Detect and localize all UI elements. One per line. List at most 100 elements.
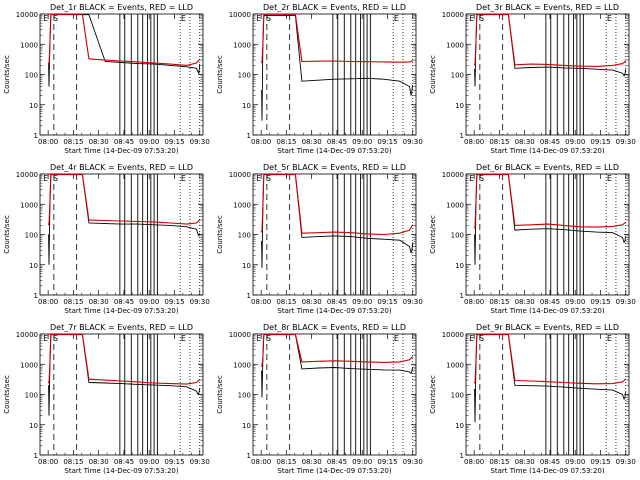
series-line-events [47,334,201,416]
series-line-events [260,174,414,268]
y-tick-label: 1 [247,132,251,140]
series-line-lld [260,334,414,368]
y-tick-label: 100 [451,72,464,80]
y-tick-label: 1 [34,452,38,460]
series-line-events [260,14,414,121]
x-tick-label: 09:30 [190,138,210,146]
x-tick-label: 09:15 [377,458,397,466]
y-tick-label: 1000 [446,201,464,209]
x-tick-label: 08:00 [251,298,271,306]
y-tick-label: 100 [238,72,251,80]
interval-marker: E [469,14,474,23]
plot-frame [252,173,417,296]
plot-frame [252,13,417,136]
detector-plot-4: Det_4r BLACK = Events, RED = LLD 1 10 100 10… [3,163,210,315]
x-tick-label: 08:45 [540,458,560,466]
x-tick-label: 09:00 [565,458,585,466]
x-tick-label: 09:15 [377,298,397,306]
x-tick-label: 08:00 [38,458,58,466]
x-tick-label: 08:15 [489,138,509,146]
y-tick-label: 100 [451,392,464,400]
detector-plot-5: Det_5r BLACK = Events, RED = LLD 1 10 100 10… [216,163,423,315]
y-tick-label: 1000 [233,41,251,49]
series-line-events [473,174,627,265]
x-tick-label: 09:30 [403,298,423,306]
y-tick-label: 10 [455,102,464,110]
x-tick-label: 09:00 [139,138,159,146]
interval-marker: S [479,14,484,23]
interval-marker: E [394,174,399,183]
x-tick-label: 09:00 [139,458,159,466]
x-tick-label: 09:15 [164,458,184,466]
x-tick-label: 08:15 [276,458,296,466]
y-tick-label: 100 [238,392,251,400]
y-tick-label: 100 [238,232,251,240]
y-tick-label: 10000 [229,331,251,339]
interval-marker: E [469,334,474,343]
interval-marker: S [53,14,58,23]
x-tick-label: 09:00 [565,138,585,146]
series-line-lld [260,174,414,236]
detector-plot-1: Det_1r BLACK = Events, RED = LLD 1 10 100 10… [3,3,210,155]
x-tick-label: 08:00 [251,138,271,146]
x-tick-label: 08:15 [489,458,509,466]
x-tick-label: 09:30 [616,298,636,306]
interval-marker: E [181,334,186,343]
interval-marker: E [607,174,612,183]
x-tick-label: 08:15 [489,298,509,306]
series-line-lld [473,174,626,230]
x-tick-label: 08:30 [89,138,109,146]
x-tick-label: 08:00 [464,138,484,146]
series-line-lld [473,14,627,67]
plot-title: Det_1r BLACK = Events, RED = LLD [50,3,193,12]
x-axis-label: Start Time (14-Dec-09 07:53:20) [64,147,178,155]
x-tick-label: 08:00 [38,298,58,306]
y-tick-label: 10 [242,422,251,430]
y-tick-label: 1000 [20,41,38,49]
plot-frame [39,13,204,136]
series-line-events [260,334,414,398]
x-tick-label: 08:15 [276,138,296,146]
series-line-events [47,174,201,265]
x-tick-label: 08:30 [302,298,322,306]
y-tick-label: 100 [25,392,38,400]
x-tick-label: 08:30 [515,138,535,146]
x-axis-label: Start Time (14-Dec-09 07:53:20) [64,307,178,315]
y-tick-label: 1 [460,292,464,300]
y-tick-label: 100 [25,72,38,80]
y-tick-label: 10000 [229,171,251,179]
plot-title: Det_2r BLACK = Events, RED = LLD [263,3,406,12]
y-axis-label: Counts/sec [3,375,11,414]
interval-marker: S [266,174,271,183]
y-tick-label: 1000 [233,201,251,209]
y-tick-label: 1000 [233,361,251,369]
interval-marker: S [479,174,484,183]
interval-marker: S [479,334,484,343]
x-tick-label: 09:00 [352,138,372,146]
series-line-events [473,14,627,87]
y-tick-label: 10 [29,422,38,430]
y-tick-label: 10 [455,422,464,430]
plot-title: Det_7r BLACK = Events, RED = LLD [50,323,193,332]
interval-marker: E [394,334,399,343]
x-tick-label: 08:15 [276,298,296,306]
series-line-events [473,334,627,423]
x-tick-label: 09:15 [590,458,610,466]
x-tick-label: 08:30 [515,298,535,306]
x-tick-label: 08:45 [327,138,347,146]
plot-frame [252,333,417,456]
y-tick-label: 10 [455,262,464,270]
interval-marker: E [607,14,612,23]
x-axis-label: Start Time (14-Dec-09 07:53:20) [490,147,604,155]
y-tick-label: 1 [460,452,464,460]
x-axis-label: Start Time (14-Dec-09 07:53:20) [277,147,391,155]
series-line-events [47,14,201,87]
x-tick-label: 08:45 [327,458,347,466]
x-tick-label: 09:00 [139,298,159,306]
y-tick-label: 10000 [442,331,464,339]
x-tick-label: 08:00 [38,138,58,146]
plot-title: Det_3r BLACK = Events, RED = LLD [476,3,619,12]
y-tick-label: 1 [247,452,251,460]
x-tick-label: 09:15 [590,138,610,146]
x-tick-label: 09:00 [352,458,372,466]
